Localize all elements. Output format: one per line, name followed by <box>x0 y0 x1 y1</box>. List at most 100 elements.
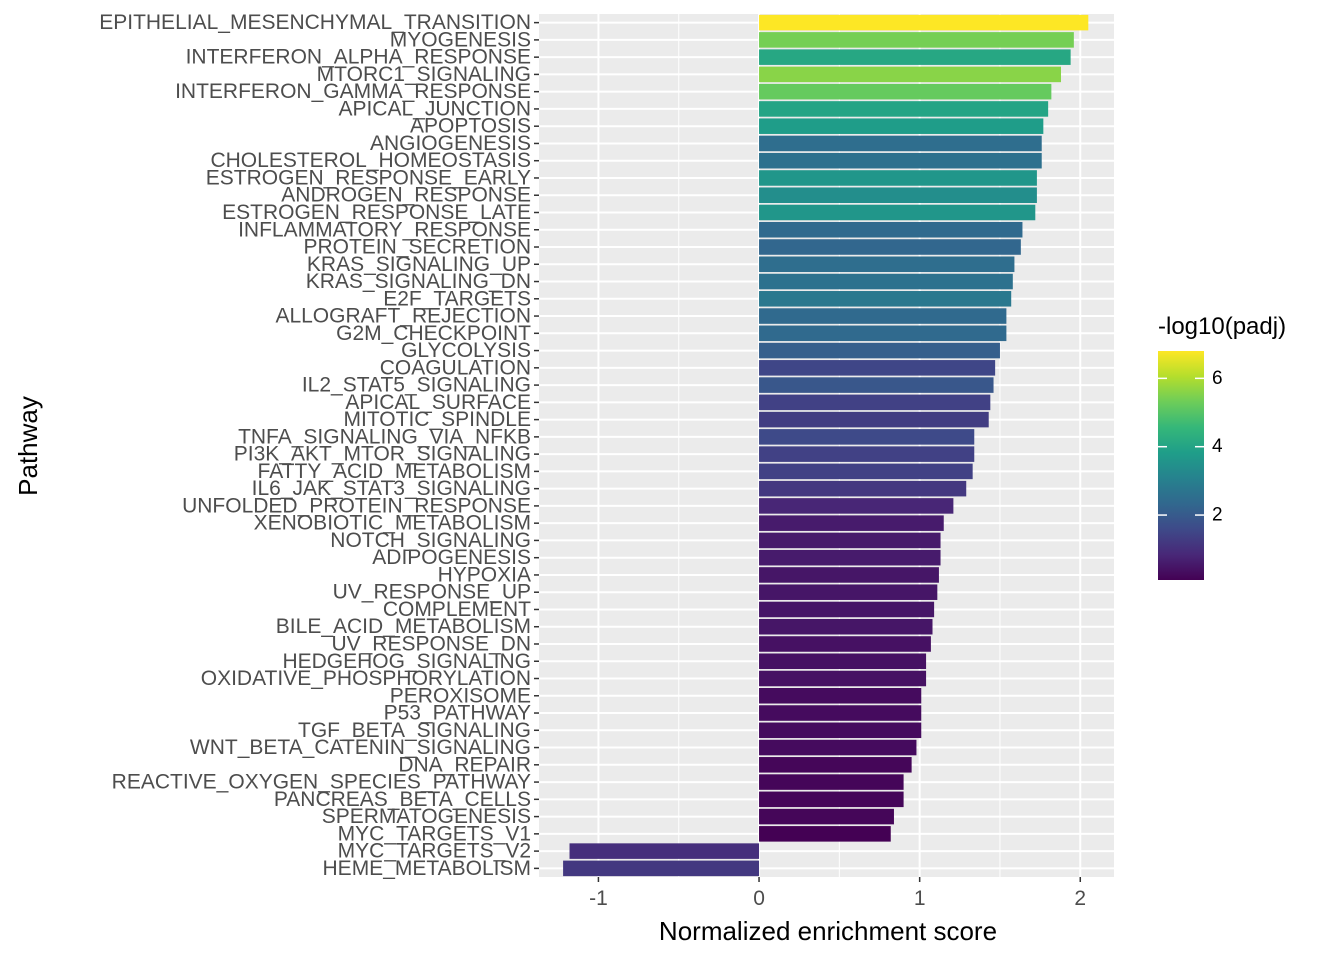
bar <box>759 135 1042 152</box>
legend-tick-label: 4 <box>1212 436 1223 457</box>
legend-tick-label: 2 <box>1212 505 1223 526</box>
y-tick-label: APICAL_JUNCTION <box>338 97 531 120</box>
bar <box>759 774 904 790</box>
bar <box>759 239 1021 255</box>
bar <box>569 843 760 859</box>
y-tick-label: G2M_CHECKPOINT <box>336 322 531 345</box>
bar <box>759 394 991 411</box>
y-tick-label: UNFOLDED_PROTEIN_RESPONSE <box>182 494 531 517</box>
y-tick-label: ANDROGEN_RESPONSE <box>281 184 531 207</box>
y-tick-label: UV_RESPONSE_UP <box>333 581 531 604</box>
bar <box>759 325 1007 342</box>
bar <box>759 291 1012 307</box>
y-tick-label: INFLAMMATORY_RESPONSE <box>238 218 531 241</box>
y-tick-label: PI3K_AKT_MTOR_SIGNALING <box>234 443 531 466</box>
y-tick-label: ESTROGEN_RESPONSE_EARLY <box>206 166 531 189</box>
bar <box>759 480 967 497</box>
y-tick-label: TGF_BETA_SIGNALING <box>298 719 531 742</box>
bar <box>759 808 894 825</box>
y-tick-label: MITOTIC_SPINDLE <box>344 408 531 431</box>
y-tick-label: TNFA_SIGNALING_VIA_NFKB <box>238 425 531 448</box>
bar <box>759 360 996 376</box>
y-tick-label: APOPTOSIS <box>410 115 531 138</box>
bar <box>759 308 1007 324</box>
y-tick-label: INTERFERON_GAMMA_RESPONSE <box>175 80 531 103</box>
bar <box>563 860 760 877</box>
y-tick-label: XENOBIOTIC_METABOLISM <box>254 512 531 535</box>
y-tick-label: MYOGENESIS <box>390 28 531 51</box>
y-tick-label: HEDGEHOG_SIGNALING <box>282 650 531 673</box>
bar <box>759 101 1049 117</box>
bar <box>759 532 941 549</box>
x-tick-label: 2 <box>1074 887 1086 910</box>
y-axis-label: Pathway <box>13 396 43 496</box>
bar <box>759 32 1074 48</box>
y-tick-label: CHOLESTEROL_HOMEOSTASIS <box>210 149 531 172</box>
y-tick-label: OXIDATIVE_PHOSPHORYLATION <box>201 667 531 690</box>
y-tick-label: EPITHELIAL_MESENCHYMAL_TRANSITION <box>99 11 531 34</box>
y-tick-label: E2F_TARGETS <box>383 287 531 310</box>
bar <box>759 670 927 687</box>
y-tick-label: IL6_JAK_STAT3_SIGNALING <box>252 477 531 500</box>
bar <box>759 66 1061 83</box>
y-tick-label: KRAS_SIGNALING_DN <box>306 270 531 293</box>
bar <box>759 722 922 739</box>
bar <box>759 342 1000 359</box>
y-tick-label: SPERMATOGENESIS <box>322 805 531 828</box>
bar <box>759 463 973 480</box>
y-tick-label: BILE_ACID_METABOLISM <box>276 615 531 638</box>
y-tick-label: MTORC1_SIGNALING <box>317 63 531 86</box>
y-tick-label: ALLOGRAFT_REJECTION <box>275 305 531 328</box>
y-tick-label: PROTEIN_SECRETION <box>303 236 531 259</box>
bar <box>759 739 917 756</box>
bar <box>759 705 922 721</box>
y-tick-label: MYC_TARGETS_V2 <box>338 840 531 863</box>
legend-ticks: 2 4 6 <box>1158 368 1223 526</box>
y-tick-label: DNA_REPAIR <box>398 753 531 776</box>
bar <box>759 567 939 583</box>
x-tick-label: 1 <box>914 887 926 910</box>
legend-tick-label: 6 <box>1212 368 1223 389</box>
y-tick-label: COMPLEMENT <box>383 598 531 621</box>
bar <box>759 118 1044 134</box>
bar <box>759 256 1015 273</box>
y-tick-label: UV_RESPONSE_DN <box>331 632 531 655</box>
bars <box>563 14 1089 877</box>
y-tick-label: ADIPOGENESIS <box>372 546 531 569</box>
y-tick-label: COAGULATION <box>380 356 531 379</box>
bar <box>759 411 989 428</box>
bar <box>759 377 994 393</box>
y-tick-label: INTERFERON_ALPHA_RESPONSE <box>186 46 531 69</box>
x-axis-label: Normalized enrichment score <box>659 916 997 946</box>
bar <box>759 791 904 808</box>
x-tick-label: 0 <box>753 887 765 910</box>
y-tick-label: GLYCOLYSIS <box>401 339 531 362</box>
y-tick-label: NOTCH_SIGNALING <box>330 529 531 552</box>
y-tick-label: ESTROGEN_RESPONSE_LATE <box>222 201 531 224</box>
legend-title: -log10(padj) <box>1158 313 1286 340</box>
bar <box>759 429 975 445</box>
bar <box>759 14 1089 31</box>
y-tick-label: APICAL_SURFACE <box>345 391 531 414</box>
bar <box>759 688 922 704</box>
bar <box>759 49 1071 65</box>
bar <box>759 152 1042 169</box>
bar <box>759 618 933 635</box>
bar <box>759 826 891 842</box>
y-tick-label: P53_PATHWAY <box>384 702 531 725</box>
bar <box>759 636 931 652</box>
x-tick-label: -1 <box>589 887 608 910</box>
legend-colorbar <box>1158 351 1204 580</box>
bar <box>759 273 1013 290</box>
y-tick-label: REACTIVE_OXYGEN_SPECIES_PATHWAY <box>112 771 531 794</box>
y-tick-label: PANCREAS_BETA_CELLS <box>274 788 531 811</box>
bar <box>759 584 938 600</box>
y-tick-labels: EPITHELIAL_MESENCHYMAL_TRANSITIONMYOGENE… <box>99 11 539 880</box>
x-ticks: -1 0 1 2 <box>589 877 1086 910</box>
y-tick-label: MYC_TARGETS_V1 <box>338 822 531 845</box>
y-tick-label: KRAS_SIGNALING_UP <box>307 253 531 276</box>
y-tick-label: ANGIOGENESIS <box>370 132 531 155</box>
bar <box>759 446 975 462</box>
bar <box>759 498 954 514</box>
